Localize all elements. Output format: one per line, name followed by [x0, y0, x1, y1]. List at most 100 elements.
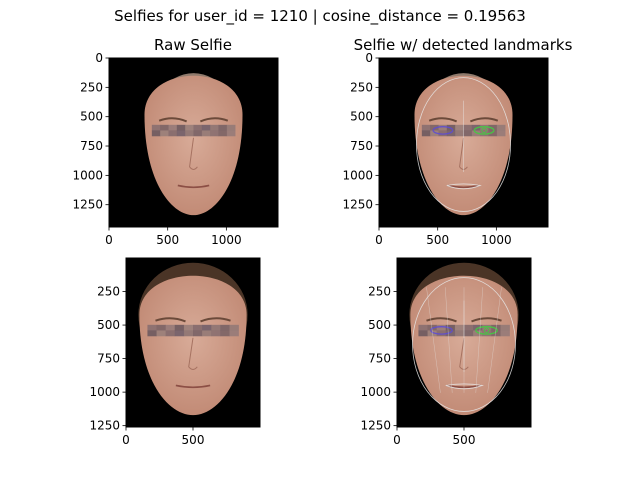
- eye-blur-block: [174, 324, 185, 331]
- eye-blur-block: [160, 124, 169, 131]
- eye-blur-block: [454, 324, 465, 331]
- x-tick-label: 1000: [481, 233, 512, 247]
- y-tick-label: 250: [80, 80, 103, 94]
- eye-blur-block: [185, 130, 194, 137]
- nose: [459, 337, 469, 370]
- eye-blur-block: [488, 130, 498, 137]
- eye-blur-block: [500, 330, 510, 337]
- eye-blur-block: [480, 130, 489, 137]
- subplot-title-raw-selfie: Raw Selfie: [154, 36, 232, 54]
- y-tick-label: 1000: [360, 385, 391, 399]
- mouth: [177, 184, 210, 189]
- axes-frame: [378, 57, 549, 228]
- eye-blur-block: [151, 124, 161, 131]
- x-tick-label: 500: [182, 433, 205, 447]
- eye-blur-block: [226, 124, 236, 131]
- eye-blur-block: [211, 324, 221, 331]
- left-eyebrow: [426, 317, 457, 323]
- eye-blur-block: [226, 130, 236, 137]
- eye-blur-block: [454, 330, 465, 337]
- eye-blur-block: [193, 324, 203, 331]
- eye-blur-block: [491, 330, 501, 337]
- mouth-landmarks: [446, 183, 482, 190]
- eye-blur-block: [151, 130, 161, 137]
- eye-blur-block: [438, 124, 448, 131]
- right-eyebrow: [200, 317, 231, 323]
- eye-blur-block: [471, 130, 481, 137]
- left-eye-landmarks: [430, 326, 453, 335]
- y-tick-label: 1000: [89, 385, 120, 399]
- eye-blur-block: [463, 124, 473, 131]
- right-eye-landmarks: [473, 126, 495, 135]
- nose: [459, 137, 468, 170]
- eye-blur-block: [482, 330, 492, 337]
- y-tick-label: 1250: [72, 198, 103, 212]
- eye-blur-block: [455, 124, 464, 131]
- y-tick-label: 750: [368, 352, 391, 366]
- eye-blur-block: [229, 324, 239, 331]
- y-tick-label: 500: [97, 318, 120, 332]
- y-tick-label: 500: [80, 110, 103, 124]
- x-tick-label: 500: [453, 433, 476, 447]
- eye-blur-block: [436, 324, 447, 331]
- x-tick-label: 0: [122, 433, 130, 447]
- mouth: [175, 384, 211, 389]
- right-eyebrow: [199, 117, 229, 123]
- axes-frame: [108, 57, 279, 228]
- eye-blur-block: [147, 324, 157, 331]
- eye-blur-block: [500, 324, 510, 331]
- y-tick-label: 750: [350, 139, 373, 153]
- eye-blur-block: [418, 330, 428, 337]
- y-tick-label: 0: [365, 51, 373, 65]
- eye-blur-block: [176, 124, 186, 131]
- y-tick-label: 500: [350, 110, 373, 124]
- eye-blur-block: [202, 330, 212, 337]
- face-contour-landmarks: [416, 77, 511, 212]
- y-tick-label: 1250: [89, 419, 120, 433]
- y-tick-label: 250: [350, 80, 373, 94]
- right-iris-landmark: [483, 327, 490, 334]
- y-tick-label: 250: [368, 285, 391, 299]
- eye-blur-block: [168, 124, 178, 131]
- y-tick-label: 250: [97, 285, 120, 299]
- mesh-line: [426, 287, 441, 393]
- mesh-line: [475, 287, 483, 393]
- eye-blur-block: [427, 330, 437, 337]
- eye-blur-block: [446, 130, 456, 137]
- eye-blur-block: [473, 330, 483, 337]
- eye-blur-block: [165, 330, 176, 337]
- landmark-mesh: [416, 77, 511, 212]
- x-tick-label: 0: [105, 233, 113, 247]
- right-eyebrow: [469, 117, 499, 123]
- nose: [188, 337, 198, 370]
- y-tick-label: 1250: [342, 198, 373, 212]
- x-tick-label: 1000: [211, 233, 242, 247]
- eye-blur-block: [201, 130, 211, 137]
- x-tick-label: 500: [426, 233, 449, 247]
- landmark-mesh: [412, 277, 516, 412]
- eye-blur-block: [165, 324, 176, 331]
- y-tick-label: 1000: [342, 168, 373, 182]
- left-eyebrow: [158, 117, 188, 123]
- face: [144, 75, 243, 216]
- eye-blur-block: [463, 130, 473, 137]
- eye-blur-block: [156, 324, 166, 331]
- x-tick-label: 0: [375, 233, 383, 247]
- eye-blur-block: [496, 124, 506, 131]
- left-eye-landmarks: [432, 126, 454, 135]
- face: [139, 275, 247, 416]
- y-tick-label: 500: [368, 318, 391, 332]
- mouth-landmarks: [445, 383, 484, 390]
- eye-blur-block: [183, 324, 194, 331]
- eye-blur-block: [174, 330, 185, 337]
- eye-blur-block: [464, 330, 474, 337]
- y-tick-label: 750: [97, 352, 120, 366]
- eye-blur-block: [193, 124, 203, 131]
- eye-blur-block: [185, 124, 194, 131]
- eye-blur-block: [156, 330, 166, 337]
- eye-blur-block: [210, 130, 219, 137]
- eye-blur-block: [176, 130, 186, 137]
